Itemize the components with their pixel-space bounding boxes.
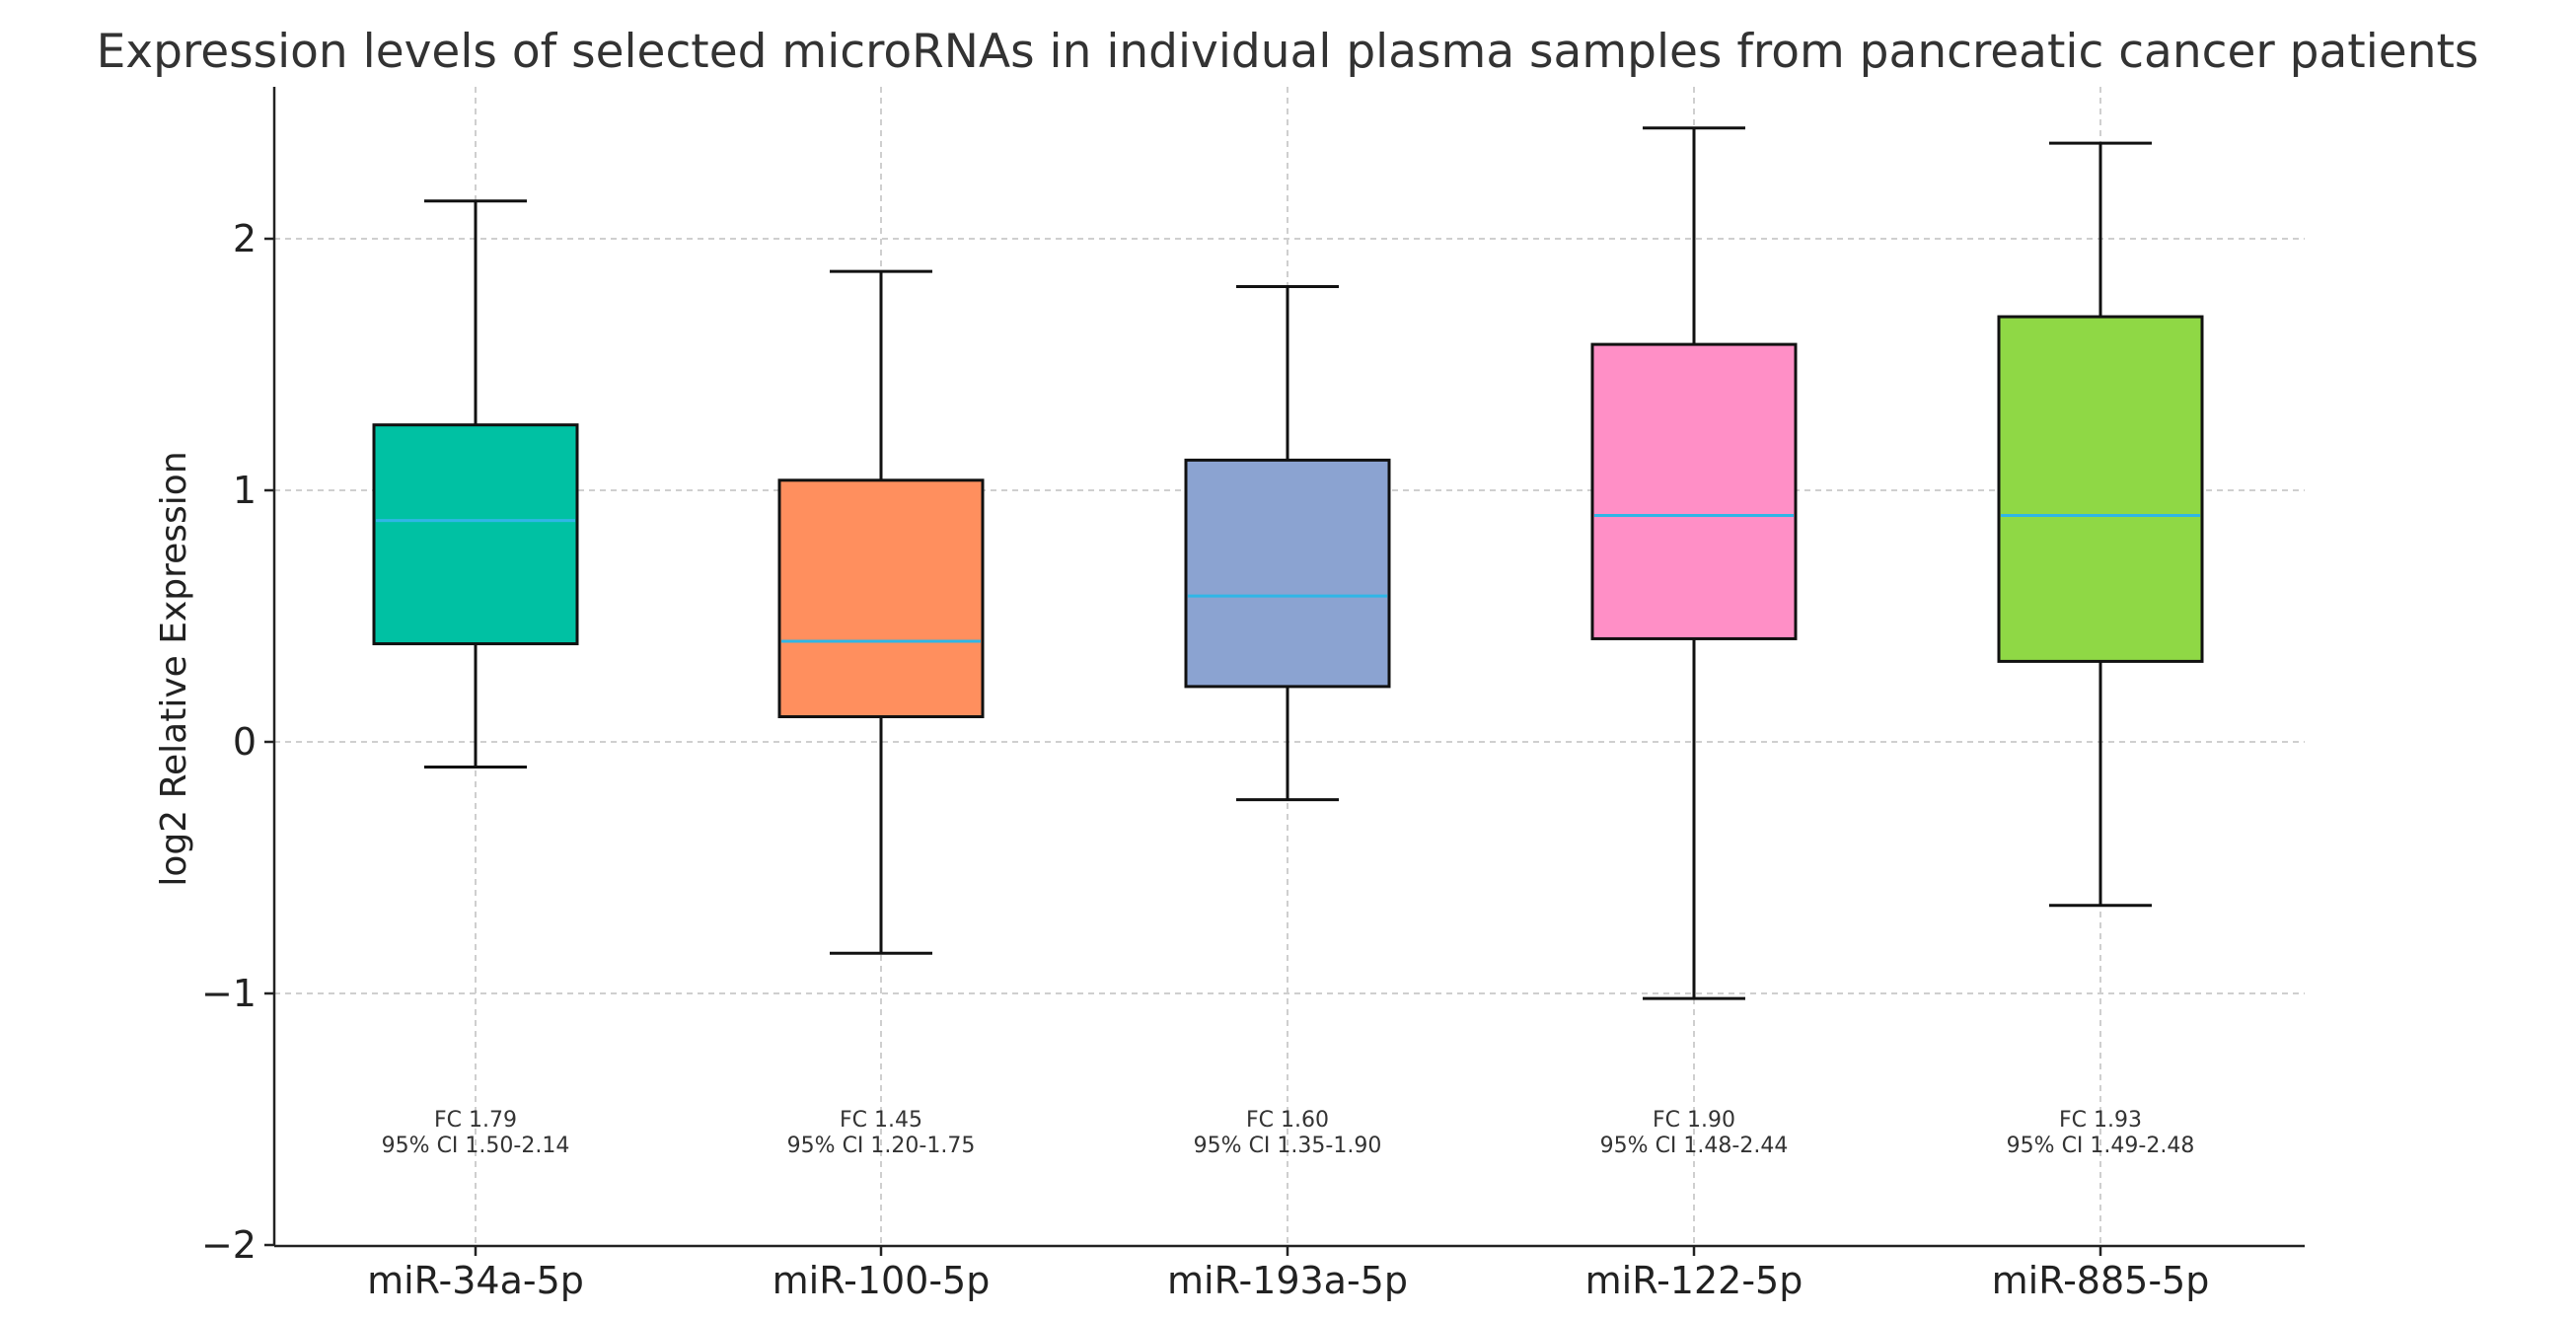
y-tick-label: 2 [233, 217, 257, 260]
ci-annotation: 95% CI 1.48-2.44 [1600, 1134, 1789, 1158]
boxes-layer [372, 126, 2204, 1000]
y-axis-label: log2 Relative Expression [154, 451, 194, 886]
box-group-mir-34a-5p [372, 199, 579, 769]
fc-annotation: FC 1.90 [1653, 1108, 1735, 1133]
iqr-box [777, 478, 985, 718]
fc-annotation: FC 1.93 [2059, 1108, 2142, 1133]
ci-annotation: 95% CI 1.49-2.48 [2007, 1134, 2195, 1158]
fc-annotation: FC 1.60 [1246, 1108, 1329, 1133]
axes-layer [264, 87, 2305, 1256]
x-tick-label: miR-100-5p [773, 1259, 991, 1302]
box-group-mir-193a-5p [1184, 284, 1391, 802]
iqr-box [1184, 458, 1391, 689]
x-tick-label: miR-193a-5p [1167, 1259, 1408, 1302]
y-tick-label: −1 [201, 972, 257, 1015]
box-group-mir-885-5p [1997, 141, 2204, 908]
fc-annotation: FC 1.79 [434, 1108, 517, 1133]
ci-annotation: 95% CI 1.50-2.14 [382, 1134, 570, 1158]
x-tick-label: miR-122-5p [1585, 1259, 1803, 1302]
y-tick-label: −2 [201, 1223, 257, 1267]
iqr-box [1590, 342, 1798, 640]
y-tick-label: 1 [233, 469, 257, 512]
box-group-mir-100-5p [777, 269, 985, 955]
ci-annotation: 95% CI 1.20-1.75 [787, 1134, 976, 1158]
x-tick-label: miR-885-5p [1992, 1259, 2210, 1302]
iqr-box [1997, 315, 2204, 663]
fc-annotation: FC 1.45 [840, 1108, 922, 1133]
y-tick-label: 0 [233, 720, 257, 764]
x-tick-label: miR-34a-5p [367, 1259, 584, 1302]
chart-title: Expression levels of selected microRNAs … [97, 25, 2479, 79]
box-group-mir-122-5p [1590, 126, 1798, 1000]
ci-annotation: 95% CI 1.35-1.90 [1194, 1134, 1382, 1158]
iqr-box [372, 423, 579, 646]
